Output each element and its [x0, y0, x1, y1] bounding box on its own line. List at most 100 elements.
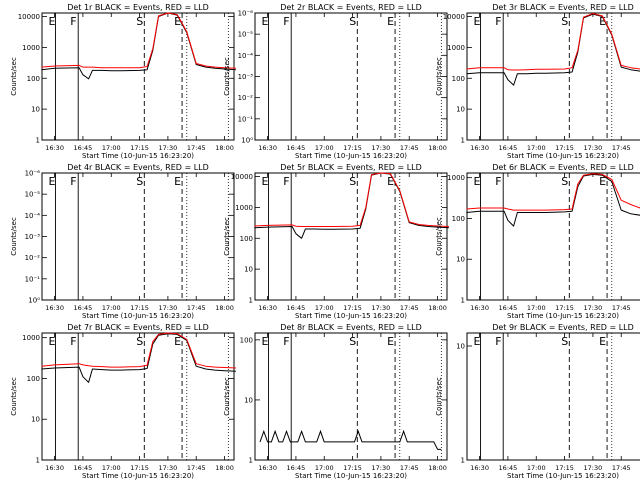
x-tick-label: 17:45 [612, 304, 631, 312]
x-tick-label: 17:15 [555, 464, 574, 472]
panel-title: Det 1r BLACK = Events, RED = LLD [67, 3, 209, 12]
x-tick-label: 16:45 [74, 464, 93, 472]
x-tick-label: 17:30 [372, 464, 391, 472]
x-tick-label: 17:15 [343, 304, 362, 312]
x-tick-label: 17:45 [612, 464, 631, 472]
plot-frame [254, 332, 448, 461]
x-tick-label: 17:00 [527, 304, 546, 312]
x-tick-label: 17:15 [555, 144, 574, 152]
marker-label: S [136, 335, 143, 348]
x-tick-label: 16:45 [499, 304, 518, 312]
y-tick-label: 10 [31, 106, 40, 114]
y-tick-label: 10⁻⁶ [238, 10, 254, 18]
x-tick-label: 16:30 [470, 144, 489, 152]
plot-frame [254, 172, 448, 301]
y-axis-label: Counts/sec [223, 57, 231, 96]
y-tick-label: 10000 [443, 13, 465, 21]
plot-frame [466, 172, 640, 301]
series-lld-line [466, 13, 640, 71]
y-axis-label: Counts/sec [223, 377, 231, 416]
plot-frame [41, 12, 235, 141]
y-tick-label: 1 [36, 137, 40, 145]
x-tick-label: 17:00 [102, 144, 121, 152]
x-tick-label: 17:45 [400, 464, 419, 472]
y-axis-label: Counts/sec [10, 377, 18, 416]
series-lld-line [41, 332, 236, 369]
x-tick-label: 17:45 [187, 304, 206, 312]
series-events-line [41, 333, 236, 383]
plot-frame [41, 332, 235, 461]
y-axis-label: Counts/sec [223, 217, 231, 256]
marker-label: F [283, 15, 289, 28]
x-tick-label: 16:30 [45, 144, 64, 152]
x-tick-label: 17:00 [102, 464, 121, 472]
y-tick-label: 10 [244, 396, 253, 404]
x-tick-label: 17:00 [315, 304, 334, 312]
marker-label: F [283, 335, 289, 348]
x-tick-label: 17:15 [130, 304, 149, 312]
y-tick-label: 1 [461, 297, 465, 305]
x-tick-label: 16:30 [470, 464, 489, 472]
y-tick-label: 100 [452, 215, 465, 223]
y-tick-label: 10⁻⁴ [25, 212, 41, 220]
marker-label: S [561, 175, 568, 188]
x-tick-label: 17:30 [584, 464, 603, 472]
panel-title: Det 6r BLACK = Events, RED = LLD [492, 163, 634, 172]
x-tick-label: 16:45 [74, 304, 93, 312]
marker-label: F [70, 15, 76, 28]
x-tick-label: 17:15 [130, 464, 149, 472]
series-events-line [259, 429, 442, 450]
x-tick-label: 16:30 [45, 464, 64, 472]
y-tick-label: 1 [461, 137, 465, 145]
panel-det-1: Det 1r BLACK = Events, RED = LLD 16:30 16:… [10, 3, 236, 160]
y-tick-label: 1 [461, 457, 465, 465]
y-axis-label: Counts/sec [435, 57, 443, 96]
marker-label: E [49, 15, 56, 28]
y-tick-label: 100 [240, 336, 253, 344]
series-events-line [466, 173, 640, 227]
series-lld-line [466, 173, 640, 211]
x-tick-label: 17:30 [372, 304, 391, 312]
series-lld-line [41, 12, 236, 69]
marker-label: F [495, 175, 501, 188]
x-axis-label: Start Time (10-Jun-15 16:23:20) [507, 152, 619, 160]
marker-label: S [349, 335, 356, 348]
x-tick-label: 17:00 [315, 144, 334, 152]
y-tick-label: 1 [249, 297, 253, 305]
y-tick-label: 10 [456, 106, 465, 114]
panel-det-9: Det 9r BLACK = Events, RED = LLD 16:30 16:… [435, 323, 640, 480]
x-tick-label: 17:30 [584, 304, 603, 312]
x-axis-label: Start Time (10-Jun-15 16:23:20) [295, 152, 407, 160]
x-axis-label: Start Time (10-Jun-15 16:23:20) [82, 152, 194, 160]
y-tick-label: 10⁻⁵ [25, 191, 41, 199]
x-axis-label: Start Time (10-Jun-15 16:23:20) [507, 312, 619, 320]
panel-det-7: Det 7r BLACK = Events, RED = LLD 16:30 16:… [10, 323, 236, 480]
x-tick-label: 16:45 [499, 464, 518, 472]
marker-label: S [561, 335, 568, 348]
x-axis-label: Start Time (10-Jun-15 16:23:20) [507, 472, 619, 480]
y-tick-label: 1000 [22, 44, 40, 52]
y-tick-label: 100 [27, 75, 40, 83]
x-tick-label: 18:00 [215, 464, 234, 472]
marker-label: S [136, 15, 143, 28]
series-events-line [254, 172, 449, 239]
marker-label: E [387, 175, 394, 188]
panel-title: Det 8r BLACK = Events, RED = LLD [280, 323, 422, 332]
marker-label: E [387, 335, 394, 348]
x-tick-label: 16:30 [258, 144, 277, 152]
x-axis-label: Start Time (10-Jun-15 16:23:20) [82, 472, 194, 480]
marker-label: E [599, 15, 606, 28]
x-tick-label: 17:15 [130, 144, 149, 152]
y-tick-label: 10⁻² [25, 254, 41, 262]
x-tick-label: 17:15 [343, 464, 362, 472]
marker-label: E [474, 335, 481, 348]
x-axis-label: Start Time (10-Jun-15 16:23:20) [82, 312, 194, 320]
panel-title: Det 5r BLACK = Events, RED = LLD [280, 163, 422, 172]
y-axis-label: Counts/sec [10, 217, 18, 256]
panel-det-2: Det 2r BLACK = Events, RED = LLD 16:30 16:… [223, 3, 448, 160]
x-tick-label: 17:00 [315, 464, 334, 472]
marker-label: E [262, 175, 269, 188]
marker-label: E [474, 15, 481, 28]
x-tick-label: 17:30 [159, 464, 178, 472]
